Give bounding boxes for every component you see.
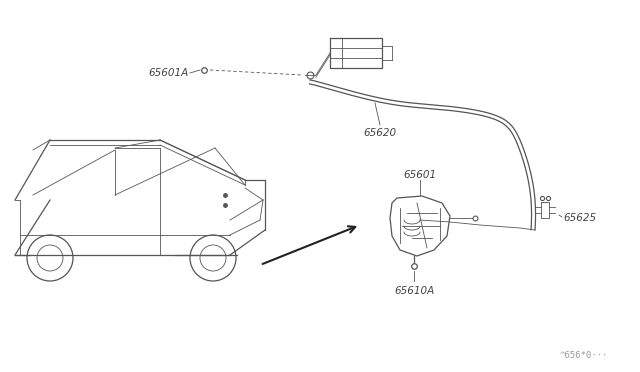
Text: 65625: 65625	[563, 213, 596, 223]
Text: 65601A: 65601A	[148, 68, 188, 78]
Text: 65610A: 65610A	[394, 286, 434, 296]
Text: 65620: 65620	[364, 128, 397, 138]
Text: 65601: 65601	[403, 170, 436, 180]
Text: ^656*0···: ^656*0···	[560, 351, 609, 360]
